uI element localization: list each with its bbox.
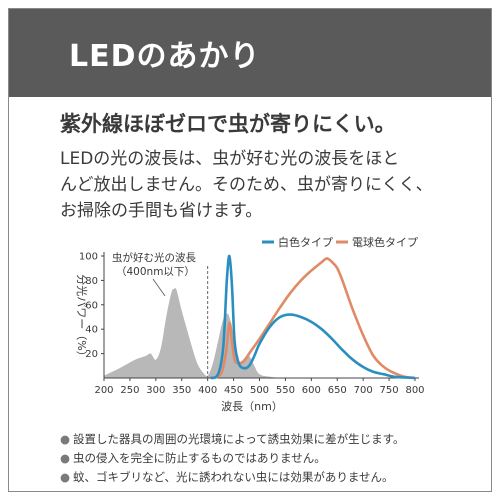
note-text: 虫の侵入を完全に防止するものではありません。 — [73, 451, 326, 465]
y-axis-label: 分光パワー（%） — [75, 274, 89, 361]
y-tick-label: 100 — [79, 252, 98, 263]
note-text: 蚊、ゴキブリなど、光に誘われない虫には効果がありません。 — [73, 470, 394, 484]
x-tick-label: 250 — [120, 385, 139, 396]
note-1: ● 設置した器具の周囲の光環境によって誘虫効果に差が生じます。 — [60, 430, 480, 449]
notes: ● 設置した器具の周囲の光環境によって誘虫効果に差が生じます。 ● 虫の侵入を完全に… — [60, 430, 480, 487]
header-bar: LEDのあかり — [9, 9, 491, 97]
y-tick-label: 40 — [85, 325, 98, 336]
x-tick-label: 750 — [380, 385, 399, 396]
x-tick-label: 400 — [198, 385, 217, 396]
x-tick-label: 500 — [250, 385, 269, 396]
insect-wavelength-area — [104, 288, 281, 378]
x-axis-label: 波長（nm） — [221, 400, 283, 413]
y-tick-label: 20 — [85, 349, 98, 360]
y-tick-label: 60 — [85, 300, 98, 311]
header-title: LEDのあかり — [69, 39, 261, 74]
x-tick-label: 800 — [405, 385, 424, 396]
bulb-color-series-line — [209, 257, 416, 380]
x-tick-label: 350 — [172, 385, 191, 396]
annotation-line-2: （400nm以下） — [116, 266, 195, 278]
x-tick-label: 300 — [146, 385, 165, 396]
bullet-icon: ● — [60, 451, 71, 465]
x-tick-label: 700 — [354, 385, 373, 396]
legend-bulb-label: 電球色タイプ — [352, 235, 418, 249]
x-tick-label: 650 — [328, 385, 347, 396]
daylight-series-line — [209, 254, 416, 380]
y-tick-label: 80 — [85, 276, 98, 287]
x-tick-label: 200 — [94, 385, 113, 396]
bullet-icon: ● — [60, 432, 71, 446]
note-2: ● 虫の侵入を完全に防止するものではありません。 — [60, 449, 480, 468]
body-line-1: LEDの光の波長は、虫が好む光の波長をほと — [60, 149, 400, 169]
note-3: ● 蚊、ゴキブリなど、光に誘われない虫には効果がありません。 — [60, 468, 480, 487]
annotation-line-1: 虫が好む光の波長 — [112, 251, 196, 264]
x-tick-label: 600 — [302, 385, 321, 396]
x-tick-label: 450 — [224, 385, 243, 396]
x-tick-label: 550 — [276, 385, 295, 396]
body-line-3: お掃除の手間も省けます。 — [60, 201, 263, 221]
body-text: LEDの光の波長は、虫が好む光の波長をほと んど放出しません。そのため、虫が寄り… — [60, 146, 460, 224]
legend-daylight-label: 白色タイプ — [278, 235, 333, 249]
body-line-2: んど放出しません。そのため、虫が寄りにくく、 — [60, 175, 433, 195]
headline: 紫外線ほぼゼロで虫が寄りにくい。 — [60, 112, 396, 136]
panel-frame: LEDのあかり — [8, 8, 492, 492]
bullet-icon: ● — [60, 470, 71, 484]
note-text: 設置した器具の周囲の光環境によって誘虫効果に差が生じます。 — [73, 432, 405, 446]
annotation-leader — [152, 278, 166, 297]
